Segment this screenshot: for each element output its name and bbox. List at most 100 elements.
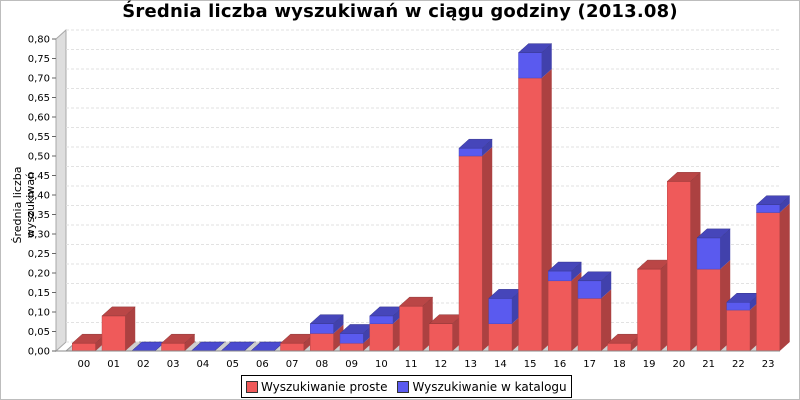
bar-series-0 [339,342,364,352]
y-tick-label: 0,75 [28,54,50,65]
x-tick-label: 11 [405,359,418,370]
bar-side-series-1 [720,228,731,270]
bar-series-0 [607,342,632,352]
bar-top-cap [517,43,553,53]
bar-series-1 [339,333,364,344]
x-tick-label: 03 [167,359,180,370]
y-tick-label: 0,50 [28,152,50,163]
bar-side-series-1 [333,314,344,334]
x-tick-label: 00 [78,359,91,370]
bar-series-0 [696,268,721,352]
legend-swatch-series-0 [246,380,258,393]
bar-top-cap [309,314,345,324]
bar-series-1 [548,270,572,282]
x-tick-label: 10 [375,359,388,370]
bar-top-cap [101,306,136,317]
bar-side-series-1 [571,262,582,281]
x-tick-label: 19 [643,359,656,370]
x-tick-label: 17 [583,359,596,370]
bar-series-1 [696,237,721,270]
bar-top-cap [755,195,791,205]
bar-series-0 [280,342,304,352]
y-tick-label: 0,60 [28,113,50,124]
bar-side-series-1 [482,139,493,156]
bar-series-1 [458,147,483,157]
x-tick-label: 20 [673,359,686,370]
x-tick-label: 08 [316,359,329,370]
y-tick-label: 0,55 [28,132,50,143]
x-tick-label: 23 [762,359,775,370]
bar-series-1 [577,280,602,299]
y-tick-label: 0,10 [28,308,50,319]
bar-series-1 [488,298,513,324]
x-tick-label: 05 [226,359,239,370]
x-tick-label: 01 [107,359,120,370]
bar-series-0 [161,342,185,352]
x-tick-label: 09 [345,359,358,370]
chart-title: Średnia liczba wyszukiwań w ciągu godzin… [122,1,678,22]
x-tick-label: 16 [554,359,567,370]
legend-item-series-0: Wyszukiwanie proste [246,380,387,394]
y-tick-label: 0,25 [28,249,50,260]
bar-top-cap [696,228,731,239]
bar-series-0 [458,155,483,352]
x-tick-label: 14 [494,359,507,370]
plot-left-wall [55,28,67,353]
y-tick-label: 0,05 [28,327,50,338]
bar-side-series-0 [333,324,344,351]
bar-series-0 [756,212,780,352]
bar-series-0 [369,323,394,352]
bar-top-cap [458,138,493,149]
bar-side-series-0 [125,306,136,351]
y-tick-label: 0,35 [28,210,50,221]
bar-series-0 [429,323,453,352]
bar-series-0 [72,342,96,352]
legend-item-series-1: Wyszukiwanie w katalogu [397,379,567,394]
y-tick-label: 0,65 [28,93,50,104]
bar-top-cap [666,172,702,182]
x-tick-label: 22 [732,359,745,370]
bar-series-0 [726,309,751,352]
y-tick-label: 0,20 [28,269,50,280]
bar-series-1 [369,315,394,324]
x-tick-label: 13 [464,359,477,370]
y-tick-label: 0,80 [28,35,50,46]
y-tick-label: 0,45 [28,171,50,182]
bar-top-cap [160,333,196,344]
x-tick-label: 07 [286,359,299,370]
bar-series-0 [518,77,542,352]
bar-series-1 [756,204,780,213]
x-tick-label: 21 [702,359,715,370]
bar-series-1 [518,52,542,79]
y-tick-label: 0,00 [28,347,50,358]
chart-legend: Wyszukiwanie proste Wyszukiwanie w katal… [241,375,572,398]
bar-side-series-1 [541,43,552,78]
bar-series-1 [310,323,334,334]
y-tick-label: 0,30 [28,230,50,241]
bar-series-0 [488,323,513,352]
bar-series-0 [637,268,661,352]
bar-top-cap [398,296,434,307]
bar-series-1 [726,302,751,311]
legend-label-series-0: Wyszukiwanie proste [261,379,388,394]
x-tick-label: 18 [613,359,626,370]
bar-series-0 [101,315,126,352]
y-tick-label: 0,40 [28,191,50,202]
bar-side-series-0 [779,203,790,351]
bar-series-0 [548,280,572,352]
x-tick-label: 02 [137,359,150,370]
bar-series-0 [577,298,602,352]
bar-side-series-1 [779,195,790,213]
legend-swatch-series-1 [397,380,410,393]
bar-series-0 [667,181,691,352]
y-tick-label: 0,70 [28,74,50,85]
bar-series-0 [310,333,334,352]
bar-top-cap [577,271,612,282]
x-tick-label: 06 [256,359,269,370]
legend-label-series-1: Wyszukiwanie w katalogu [412,379,567,394]
bar-series-0 [399,305,423,352]
bar-side-series-1 [601,271,612,299]
x-tick-label: 15 [524,359,537,370]
bar-side-series-0 [601,289,612,351]
